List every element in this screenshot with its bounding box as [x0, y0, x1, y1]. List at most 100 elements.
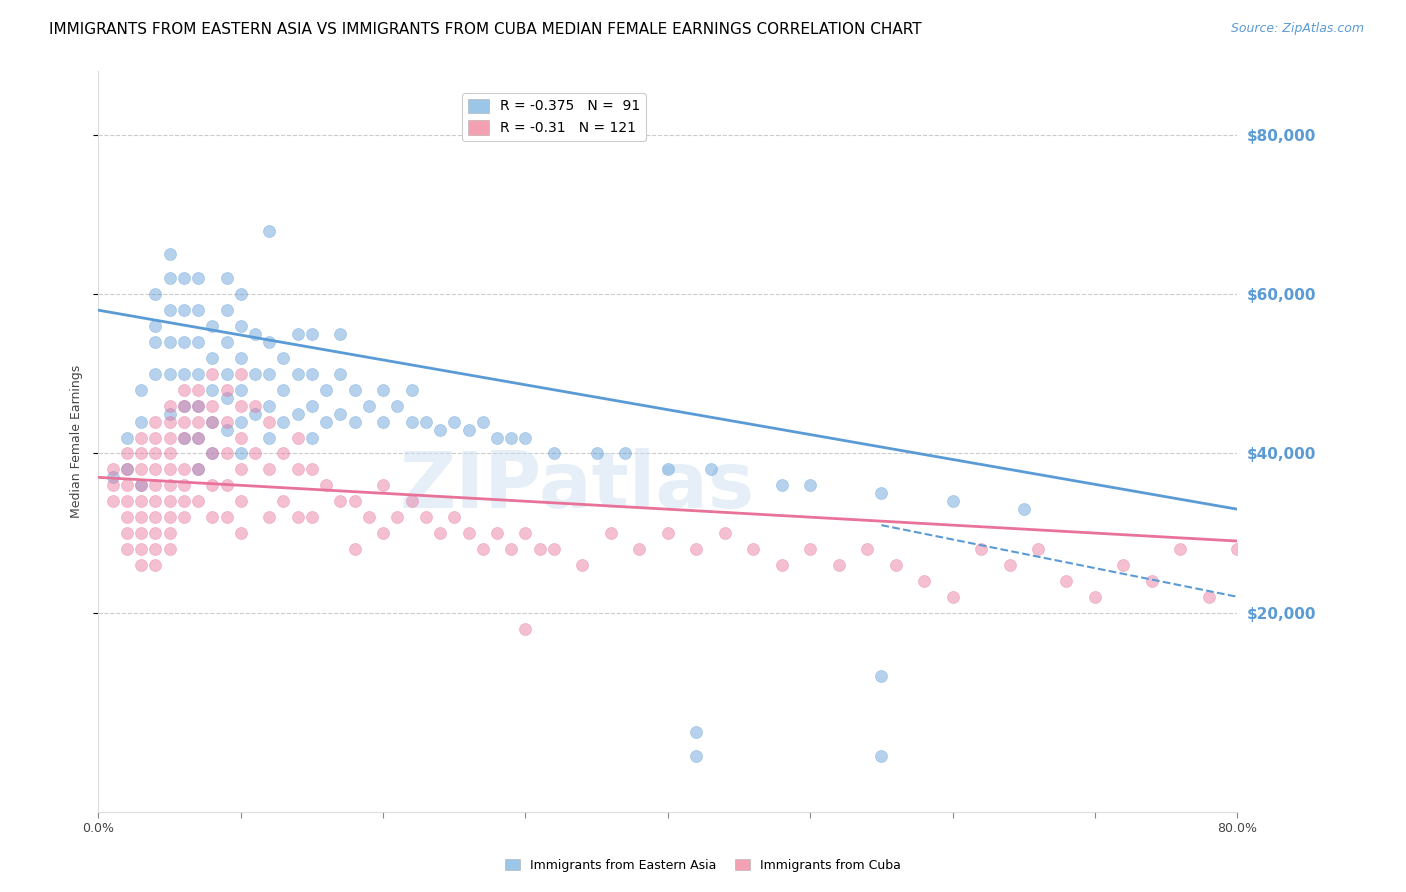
Point — [159, 303, 181, 318]
Point — [229, 415, 252, 429]
Point — [159, 415, 181, 429]
Point — [159, 446, 181, 460]
Point — [742, 541, 765, 556]
Point — [828, 558, 851, 572]
Point — [287, 407, 309, 421]
Point — [145, 367, 167, 381]
Point — [373, 383, 395, 397]
Point — [770, 558, 793, 572]
Point — [373, 526, 395, 541]
Point — [1198, 590, 1220, 604]
Point — [145, 541, 167, 556]
Point — [273, 351, 295, 365]
Point — [215, 271, 238, 285]
Point — [628, 541, 651, 556]
Point — [115, 494, 138, 508]
Point — [173, 415, 195, 429]
Point — [998, 558, 1021, 572]
Point — [145, 415, 167, 429]
Point — [273, 446, 295, 460]
Point — [229, 526, 252, 541]
Point — [145, 287, 167, 301]
Point — [229, 462, 252, 476]
Point — [1012, 502, 1035, 516]
Point — [301, 367, 323, 381]
Point — [443, 415, 465, 429]
Point — [259, 367, 281, 381]
Point — [685, 541, 707, 556]
Point — [173, 431, 195, 445]
Point — [201, 446, 224, 460]
Point — [159, 407, 181, 421]
Point — [215, 383, 238, 397]
Point — [173, 510, 195, 524]
Point — [401, 415, 423, 429]
Point — [329, 407, 352, 421]
Point — [799, 478, 821, 492]
Point — [229, 494, 252, 508]
Point — [657, 526, 679, 541]
Point — [187, 271, 209, 285]
Point — [273, 383, 295, 397]
Point — [145, 558, 167, 572]
Point — [215, 391, 238, 405]
Point — [201, 367, 224, 381]
Point — [343, 383, 366, 397]
Point — [357, 510, 380, 524]
Point — [429, 423, 451, 437]
Point — [229, 399, 252, 413]
Point — [1056, 574, 1078, 588]
Point — [187, 431, 209, 445]
Point — [129, 431, 152, 445]
Point — [486, 431, 509, 445]
Point — [343, 494, 366, 508]
Point — [101, 470, 124, 484]
Point — [501, 431, 523, 445]
Point — [273, 415, 295, 429]
Point — [870, 749, 893, 764]
Point — [515, 622, 537, 636]
Point — [287, 431, 309, 445]
Point — [159, 494, 181, 508]
Point — [173, 303, 195, 318]
Point — [529, 541, 551, 556]
Point — [129, 478, 152, 492]
Point — [173, 271, 195, 285]
Point — [173, 431, 195, 445]
Point — [315, 478, 337, 492]
Point — [870, 486, 893, 500]
Point — [287, 462, 309, 476]
Point — [870, 669, 893, 683]
Point — [343, 415, 366, 429]
Point — [799, 541, 821, 556]
Point — [173, 478, 195, 492]
Point — [543, 541, 565, 556]
Point — [129, 462, 152, 476]
Point — [543, 446, 565, 460]
Point — [970, 541, 993, 556]
Point — [173, 399, 195, 413]
Point — [229, 351, 252, 365]
Point — [229, 319, 252, 334]
Point — [229, 431, 252, 445]
Point — [215, 303, 238, 318]
Point — [501, 541, 523, 556]
Point — [201, 383, 224, 397]
Point — [159, 334, 181, 349]
Point — [243, 367, 266, 381]
Point — [229, 446, 252, 460]
Point — [373, 415, 395, 429]
Point — [187, 399, 209, 413]
Point — [145, 431, 167, 445]
Point — [1140, 574, 1163, 588]
Point — [329, 494, 352, 508]
Point — [115, 510, 138, 524]
Point — [301, 431, 323, 445]
Point — [173, 367, 195, 381]
Point — [115, 462, 138, 476]
Point — [145, 526, 167, 541]
Point — [115, 446, 138, 460]
Point — [243, 399, 266, 413]
Point — [515, 431, 537, 445]
Point — [159, 271, 181, 285]
